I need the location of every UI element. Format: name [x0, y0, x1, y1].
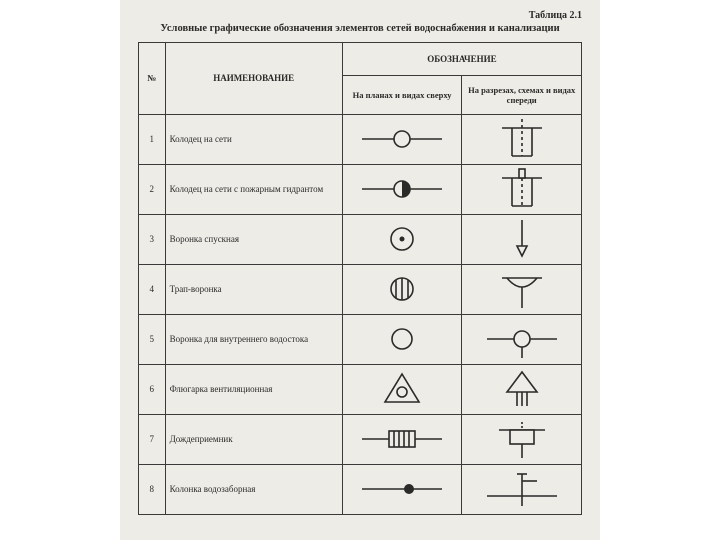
- symbols-table: № НАИМЕНОВАНИЕ ОБОЗНАЧЕНИЕ На планах и в…: [138, 42, 582, 515]
- symbol-plan: [342, 214, 462, 264]
- row-name: Колодец на сети с пожарным гидрантом: [165, 164, 342, 214]
- symbol-plan: [342, 114, 462, 164]
- table-row: 1 Колодец на сети: [139, 114, 582, 164]
- row-name: Колодец на сети: [165, 114, 342, 164]
- col-designation-header: ОБОЗНАЧЕНИЕ: [342, 42, 581, 75]
- symbol-section: [462, 364, 582, 414]
- symbol-section: [462, 314, 582, 364]
- col-num-header: №: [139, 42, 166, 114]
- row-number: 8: [139, 464, 166, 514]
- symbol-section: [462, 414, 582, 464]
- row-number: 4: [139, 264, 166, 314]
- symbol-section: [462, 214, 582, 264]
- symbol-plan: [342, 414, 462, 464]
- row-name: Дождеприемник: [165, 414, 342, 464]
- symbol-section: [462, 264, 582, 314]
- table-row: 8 Колонка водозаборная: [139, 464, 582, 514]
- row-name: Трап-воронка: [165, 264, 342, 314]
- table-row: 5 Воронка для внутреннего водостока: [139, 314, 582, 364]
- symbol-plan: [342, 464, 462, 514]
- row-name: Воронка спускная: [165, 214, 342, 264]
- symbol-plan: [342, 364, 462, 414]
- col-plan-header: На планах и видах сверху: [342, 75, 462, 114]
- table-row: 6 Флюгарка вентиляционная: [139, 364, 582, 414]
- col-section-header: На разрезах, схемах и видах спереди: [462, 75, 582, 114]
- col-name-header: НАИМЕНОВАНИЕ: [165, 42, 342, 114]
- row-name: Флюгарка вентиляционная: [165, 364, 342, 414]
- symbol-section: [462, 464, 582, 514]
- table-row: 4 Трап-воронка: [139, 264, 582, 314]
- row-name: Колонка водозаборная: [165, 464, 342, 514]
- table-number: Таблица 2.1: [138, 10, 582, 21]
- symbol-plan: [342, 164, 462, 214]
- row-number: 6: [139, 364, 166, 414]
- table-row: 2 Колодец на сети с пожарным гидрантом: [139, 164, 582, 214]
- row-number: 2: [139, 164, 166, 214]
- row-number: 1: [139, 114, 166, 164]
- row-number: 7: [139, 414, 166, 464]
- symbol-plan: [342, 314, 462, 364]
- table-title: Условные графические обозначения элемент…: [138, 23, 582, 36]
- symbol-plan: [342, 264, 462, 314]
- symbol-section: [462, 114, 582, 164]
- table-row: 3 Воронка спускная: [139, 214, 582, 264]
- symbol-section: [462, 164, 582, 214]
- table-row: 7 Дождеприемник: [139, 414, 582, 464]
- row-name: Воронка для внутреннего водостока: [165, 314, 342, 364]
- row-number: 3: [139, 214, 166, 264]
- document-page: Таблица 2.1 Условные графические обознач…: [120, 0, 600, 540]
- row-number: 5: [139, 314, 166, 364]
